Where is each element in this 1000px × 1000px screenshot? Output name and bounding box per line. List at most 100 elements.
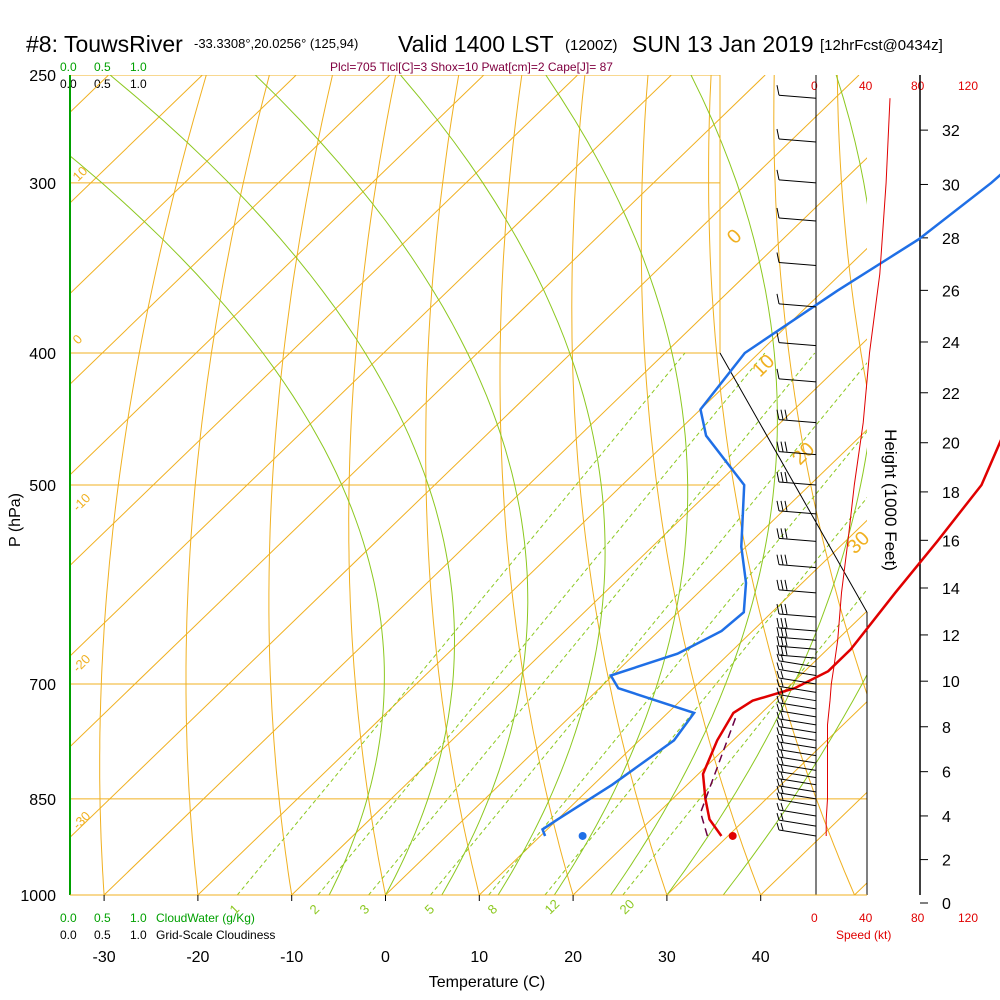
isotherm-line bbox=[70, 75, 860, 839]
cloudiness-tick: 0.5 bbox=[94, 77, 111, 91]
wind-barb-flag bbox=[776, 293, 780, 304]
cloudiness-tick: 0.0 bbox=[60, 928, 77, 942]
pressure-tick-label: 700 bbox=[29, 677, 56, 694]
speed-tick: 0 bbox=[811, 79, 818, 93]
mixing-ratio-line bbox=[368, 352, 816, 895]
wind-barb-flag bbox=[776, 627, 780, 638]
wind-barb-flag bbox=[776, 734, 780, 743]
pressure-tick-label: 250 bbox=[29, 68, 56, 85]
height-tick-label: 24 bbox=[942, 335, 960, 352]
cloudwater-scale-bottom: 0.0 0.5 1.0 CloudWater (g/Kg) 0.0 0.5 1.… bbox=[60, 911, 275, 942]
mixing-ratio-line bbox=[622, 588, 867, 895]
wind-barb-flag bbox=[776, 703, 780, 712]
dry-adiabat-line bbox=[962, 51, 1000, 895]
wind-barb-flag bbox=[780, 703, 784, 712]
speed-scale: 0 40 80 120 0 40 80 120 Speed (kt) bbox=[811, 79, 978, 942]
wind-barb-flag bbox=[780, 679, 784, 687]
wind-barb bbox=[778, 564, 817, 569]
wind-speed-line bbox=[825, 98, 891, 836]
mixing-ratio-line bbox=[236, 352, 686, 895]
wind-barb bbox=[778, 677, 817, 685]
dry-adiabat-line bbox=[185, 75, 270, 895]
sounding-profiles bbox=[540, 173, 1000, 840]
isotherm-line bbox=[70, 75, 485, 476]
cloudwater-tick: 0.0 bbox=[60, 911, 77, 925]
speed-tick: 80 bbox=[911, 79, 925, 93]
wind-barb-flag bbox=[780, 500, 784, 511]
moist-adiabat-line bbox=[610, 75, 778, 895]
wind-barb-flag bbox=[776, 742, 780, 750]
isotherm-line bbox=[760, 791, 867, 895]
wind-barb bbox=[778, 763, 817, 771]
wind-barb-flag bbox=[780, 579, 784, 590]
wind-barb-flag bbox=[776, 785, 780, 794]
mixing-ratio-label: 3 bbox=[357, 901, 373, 917]
wind-barb bbox=[778, 94, 817, 99]
wind-barb-flag bbox=[780, 627, 784, 638]
wind-barb-flag bbox=[784, 471, 788, 483]
dry-adiabat-line bbox=[268, 75, 334, 895]
wind-barb-flag bbox=[776, 695, 780, 703]
wind-barb bbox=[778, 660, 817, 668]
wind-barb-flag bbox=[776, 822, 780, 831]
wind-barb-flag bbox=[776, 812, 780, 821]
wind-barb bbox=[778, 419, 817, 424]
wind-barb-flag bbox=[776, 719, 780, 727]
wind-barb bbox=[778, 749, 817, 757]
wind-barb bbox=[778, 778, 817, 786]
isotherm-line bbox=[70, 75, 391, 385]
isotherm-line bbox=[0, 75, 15, 895]
isotherm-label: 0 bbox=[723, 225, 746, 248]
wind-barb bbox=[778, 785, 817, 793]
wind-barb-flag bbox=[776, 645, 780, 656]
isotherm-line bbox=[70, 75, 297, 295]
mixing-ratio-label: 2 bbox=[307, 901, 323, 917]
wind-barb-flag bbox=[776, 332, 780, 343]
cloudiness-tick: 1.0 bbox=[130, 928, 147, 942]
wind-barb-flag bbox=[776, 128, 780, 140]
wind-barb bbox=[778, 733, 817, 741]
wind-barb bbox=[778, 342, 817, 347]
wind-barb bbox=[778, 481, 817, 486]
pressure-tick-label: 400 bbox=[29, 346, 56, 363]
moist-adiabat-line bbox=[545, 75, 689, 895]
wind-barb-flag bbox=[784, 554, 788, 565]
wind-barb-flag bbox=[784, 603, 788, 615]
wind-barb-flag bbox=[776, 441, 780, 452]
wind-barb bbox=[778, 627, 817, 632]
wind-barb-flag bbox=[780, 554, 784, 565]
wind-barb-flag bbox=[780, 603, 784, 615]
temperature-tick-label: 0 bbox=[381, 949, 390, 966]
height-tick-label: 30 bbox=[942, 177, 960, 194]
wind-barb-flag bbox=[784, 409, 788, 420]
moist-adiabat-line bbox=[254, 75, 529, 895]
parcel-profile bbox=[699, 716, 737, 837]
wind-barb bbox=[778, 799, 817, 807]
wind-barb-flag bbox=[780, 409, 784, 420]
wind-barb-flag bbox=[780, 471, 784, 483]
dry-adiabat-line bbox=[773, 75, 867, 696]
isotherm-line bbox=[103, 157, 867, 895]
wind-barb-flag bbox=[780, 742, 784, 750]
mixing-ratio-labels: 1 2 3 5 8 12 20 bbox=[227, 896, 638, 917]
wind-barb-flag bbox=[776, 252, 780, 263]
height-axis-title: Height (1000 Feet) bbox=[881, 429, 900, 571]
height-tick-label: 32 bbox=[942, 123, 960, 140]
dry-adiabat-line bbox=[499, 75, 574, 895]
wind-barb-flag bbox=[780, 802, 784, 811]
pressure-tick-label: 1000 bbox=[20, 888, 56, 905]
pressure-tick-labels: 250 300 400 500 700 850 1000 bbox=[20, 68, 56, 905]
wind-barb-flag bbox=[784, 500, 788, 511]
temperature-tick-label: -10 bbox=[280, 949, 303, 966]
wind-barb-flag bbox=[780, 670, 784, 679]
moist-adiabat-line bbox=[666, 75, 867, 895]
height-tick-label: 6 bbox=[942, 765, 951, 782]
mixing-ratio-label: 8 bbox=[485, 901, 501, 917]
wind-barb-flag bbox=[780, 662, 784, 670]
wind-barb bbox=[778, 756, 817, 764]
wind-barb-flag bbox=[776, 711, 780, 719]
utc-time: (1200Z) bbox=[565, 37, 618, 54]
dry-adiabat-line bbox=[425, 75, 480, 895]
isotherm-line bbox=[478, 519, 867, 895]
speed-tick: 40 bbox=[859, 911, 873, 925]
